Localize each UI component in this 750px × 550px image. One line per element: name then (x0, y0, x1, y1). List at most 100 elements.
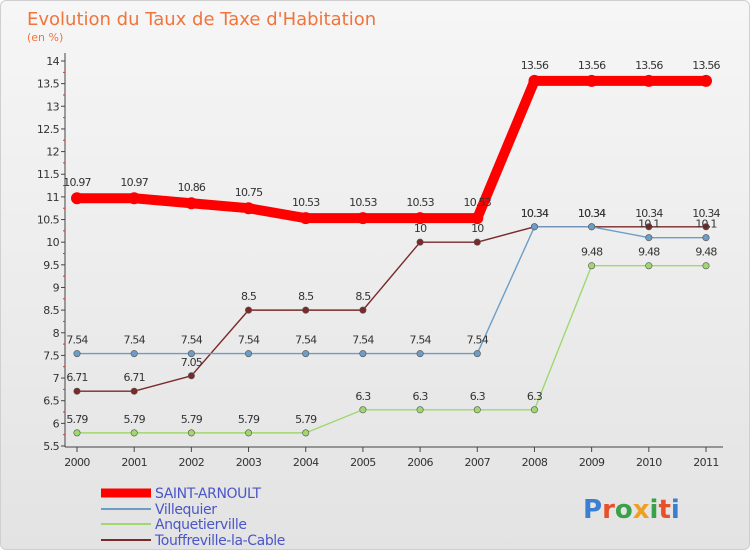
data-point (71, 192, 83, 205)
data-label: 6.71 (124, 371, 145, 384)
y-tick-label: 13.5 (37, 78, 60, 91)
data-label: 10.53 (349, 196, 377, 209)
data-point (645, 262, 653, 270)
data-label: 13.56 (578, 59, 606, 72)
data-label: 7.54 (467, 334, 489, 347)
data-point (242, 202, 255, 215)
y-tick-label: 12 (46, 146, 59, 159)
data-label: 7.05 (181, 356, 203, 369)
x-tick-label: 2002 (179, 456, 205, 469)
data-label: 10.53 (406, 196, 434, 209)
y-tick-label: 8 (53, 327, 60, 340)
data-label: 10.1 (695, 218, 716, 231)
data-labels: 10.97 10.97 10.86 10.75 10.53 10.53 10.53 10.53… (63, 59, 721, 426)
data-label: 9.48 (638, 246, 660, 259)
data-point (702, 234, 710, 242)
y-tick-label: 12.5 (37, 123, 60, 136)
data-label: 6.71 (66, 371, 87, 384)
data-point (416, 350, 424, 358)
data-point (645, 223, 653, 231)
y-tick-label: 9.5 (43, 259, 59, 272)
series-line (76, 265, 707, 434)
data-point (642, 74, 655, 87)
data-point (359, 350, 367, 358)
data-label: 7.54 (409, 334, 431, 347)
logo-letter: x (633, 495, 650, 525)
x-tick-label: 2011 (693, 456, 719, 469)
legend-label: Villequier (155, 502, 217, 518)
data-label: 10.34 (635, 207, 663, 220)
data-point (302, 306, 310, 314)
y-tick-label: 5.5 (43, 440, 59, 453)
proxiti-logo: Proxiti (583, 495, 680, 525)
data-point (187, 350, 195, 358)
data-point (473, 238, 481, 246)
data-point (302, 350, 310, 358)
y-tick-label: 7 (53, 372, 60, 385)
y-tick-label: 6.5 (43, 395, 59, 408)
data-label: 10.34 (578, 207, 606, 220)
y-tick-label: 11 (46, 191, 59, 204)
data-label: 7.54 (238, 334, 260, 347)
legend-label: Anquetierville (155, 517, 247, 533)
data-point (585, 74, 598, 87)
data-point (187, 429, 195, 437)
data-label: 10.34 (578, 207, 606, 220)
data-point (73, 387, 81, 395)
data-point (473, 350, 481, 358)
data-label: 7.54 (181, 334, 203, 347)
data-label: 7.54 (66, 334, 88, 347)
data-label: 5.79 (66, 413, 88, 426)
data-point (130, 429, 138, 437)
data-point (73, 350, 81, 358)
legend: SAINT-ARNOULTVillequierAnquetiervilleTou… (101, 486, 285, 549)
data-label: 9.48 (695, 246, 717, 259)
data-label: 6.3 (413, 390, 429, 403)
data-point (356, 212, 369, 225)
data-label: 8.5 (241, 290, 257, 303)
data-point (702, 223, 710, 231)
y-tick-label: 8.5 (43, 304, 59, 317)
data-point (185, 197, 198, 210)
data-label: 10.34 (521, 207, 549, 220)
data-point (588, 223, 596, 231)
x-tick-label: 2005 (350, 456, 376, 469)
logo-letter: P (583, 495, 602, 525)
data-point (245, 306, 253, 314)
data-point (245, 429, 253, 437)
legend-label: SAINT-ARNOULT (155, 486, 261, 502)
legend-label: Touffreville-la-Cable (154, 533, 285, 549)
data-point (414, 212, 427, 225)
y-tick-label: 10.5 (37, 214, 60, 227)
data-point (302, 429, 310, 437)
x-tick-label: 2009 (579, 456, 605, 469)
data-label: 13.56 (521, 59, 549, 72)
data-point (473, 406, 481, 414)
chart-subtitle: (en %) (27, 31, 63, 44)
data-label: 13.56 (635, 59, 663, 72)
x-tick-label: 2003 (236, 456, 262, 469)
data-point (700, 74, 712, 87)
y-tick-label: 11.5 (37, 168, 60, 181)
data-label: 6.3 (470, 390, 486, 403)
series-line (76, 226, 707, 355)
data-label: 9.48 (581, 246, 603, 259)
y-tick-label: 14 (46, 55, 59, 68)
data-label: 5.79 (238, 413, 260, 426)
data-point (416, 406, 424, 414)
data-label: 5.79 (295, 413, 317, 426)
data-point (471, 212, 484, 225)
data-label: 10.53 (292, 196, 320, 209)
y-tick-label: 6 (53, 417, 60, 430)
data-label: 8.5 (355, 290, 371, 303)
data-point (645, 234, 653, 242)
axes: 5.5 6 6.5 7 7.5 8 8.5 9 9.5 10 10.5 11 11.5 12 12.5 13 1… (37, 53, 723, 469)
data-label: 7.54 (352, 334, 374, 347)
chart-title: Evolution du Taux de Taxe d'Habitation (27, 9, 376, 30)
logo-letter: i (671, 495, 680, 525)
data-point (130, 387, 138, 395)
logo-text: Proxiti (583, 495, 680, 525)
data-point (702, 262, 710, 270)
